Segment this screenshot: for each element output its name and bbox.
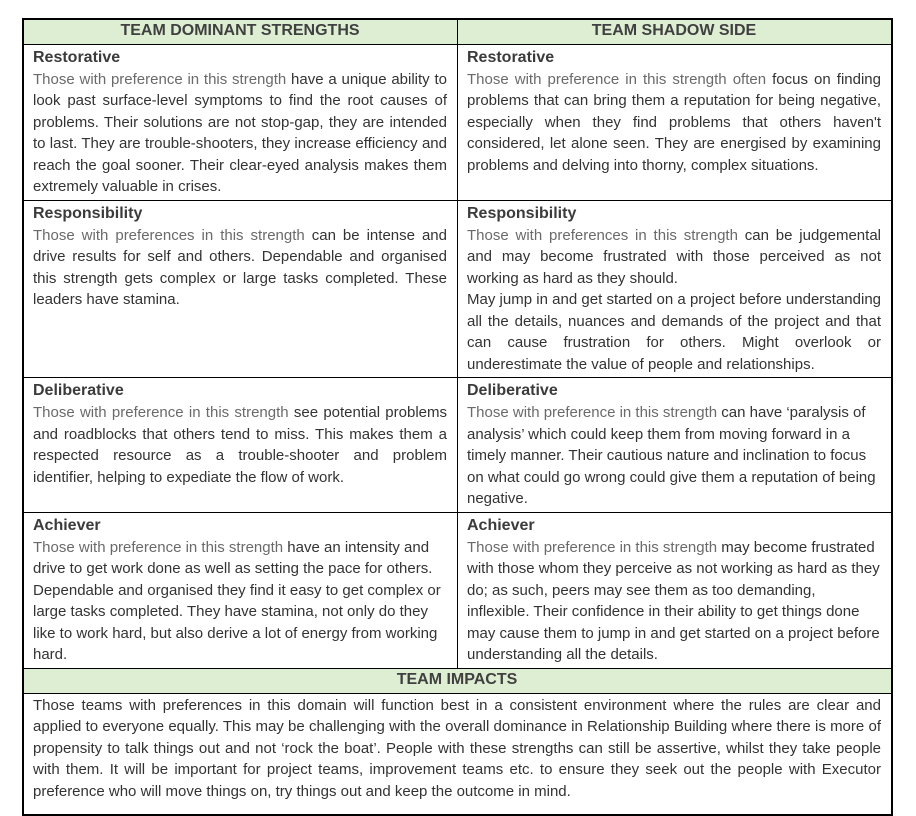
- cell-body: Those with preference in this strength o…: [467, 69, 881, 177]
- table-row-achiever: Achiever Those with preference in this s…: [22, 511, 893, 669]
- cell-lead-text: Those with preference in this strength: [33, 70, 292, 88]
- cell-lead-text: Those with preference in this strength: [33, 404, 294, 421]
- cell-lead-text: Those with preference in this strength o…: [467, 70, 773, 88]
- cell-team-impacts: Those teams with preferences in this dom…: [22, 692, 893, 816]
- header-team-dominant-strengths: TEAM DOMINANT STRENGTHS: [22, 18, 458, 45]
- cell-title: Deliberative: [467, 382, 558, 399]
- cell-body: Those with preference in this strength h…: [33, 537, 447, 666]
- cell-restorative-dominant: Restorative Those with preference in thi…: [22, 43, 458, 201]
- cell-restorative-shadow: Restorative Those with preference in thi…: [457, 43, 893, 201]
- cell-body: Those with preference in this strength c…: [467, 402, 881, 510]
- cell-deliberative-shadow: Deliberative Those with preference in th…: [457, 377, 893, 513]
- header-team-shadow-side: TEAM SHADOW SIDE: [457, 18, 893, 45]
- cell-achiever-shadow: Achiever Those with preference in this s…: [457, 511, 893, 669]
- cell-main-text: can be intense and drive results for sel…: [33, 226, 447, 309]
- cell-main-text: can have ‘paralysis of analysis’ which c…: [467, 404, 876, 507]
- table-row-restorative: Restorative Those with preference in thi…: [22, 43, 893, 201]
- cell-body: Those with preference in this strength h…: [33, 69, 447, 198]
- cell-main-text: focus on finding problems that can bring…: [467, 70, 881, 174]
- cell-title: Responsibility: [33, 204, 143, 222]
- header-team-impacts: TEAM IMPACTS: [22, 667, 893, 694]
- column-header-row: TEAM DOMINANT STRENGTHS TEAM SHADOW SIDE: [22, 18, 893, 45]
- cell-main-text: have an intensity and drive to get work …: [33, 538, 441, 664]
- cell-achiever-dominant: Achiever Those with preference in this s…: [22, 511, 458, 669]
- cell-deliberative-dominant: Deliberative Those with preference in th…: [22, 377, 458, 513]
- cell-lead-text: Those with preferences in this strength: [467, 226, 745, 244]
- cell-lead-text: Those with preference in this strength: [467, 538, 722, 556]
- cell-main-text: can be judgemental and may become frustr…: [467, 226, 881, 287]
- cell-main-text: have a unique ability to look past surfa…: [33, 70, 447, 196]
- impacts-body-text: Those teams with preferences in this dom…: [33, 696, 881, 800]
- impacts-header-row: TEAM IMPACTS: [22, 667, 893, 694]
- cell-title: Restorative: [33, 48, 121, 66]
- cell-title: Restorative: [467, 48, 555, 66]
- cell-title: Achiever: [467, 516, 535, 534]
- cell-body: Those with preferences in this strength …: [33, 225, 447, 311]
- cell-main-text: see potential problems and roadblocks th…: [33, 404, 447, 486]
- cell-body: Those with preferences in this strength …: [467, 225, 881, 290]
- cell-responsibility-dominant: Responsibility Those with preferences in…: [22, 199, 458, 378]
- table-row-deliberative: Deliberative Those with preference in th…: [22, 377, 893, 513]
- cell-body: Those with preference in this strength s…: [33, 402, 447, 488]
- cell-title: Achiever: [33, 516, 101, 534]
- cell-title: Responsibility: [467, 204, 577, 222]
- cell-body: Those with preference in this strength m…: [467, 537, 881, 666]
- cell-lead-text: Those with preferences in this strength: [33, 226, 312, 244]
- cell-lead-text: Those with preference in this strength: [33, 538, 288, 556]
- cell-title: Deliberative: [33, 382, 124, 399]
- cell-lead-text: Those with preference in this strength: [467, 404, 722, 421]
- team-strengths-table: TEAM DOMINANT STRENGTHS TEAM SHADOW SIDE…: [22, 18, 893, 816]
- cell-body-paragraph-2: May jump in and get started on a project…: [467, 291, 881, 373]
- impacts-body-row: Those teams with preferences in this dom…: [22, 692, 893, 816]
- cell-responsibility-shadow: Responsibility Those with preferences in…: [457, 199, 893, 378]
- table-row-responsibility: Responsibility Those with preferences in…: [22, 199, 893, 378]
- cell-main-text: may become frustrated with those whom th…: [467, 538, 880, 664]
